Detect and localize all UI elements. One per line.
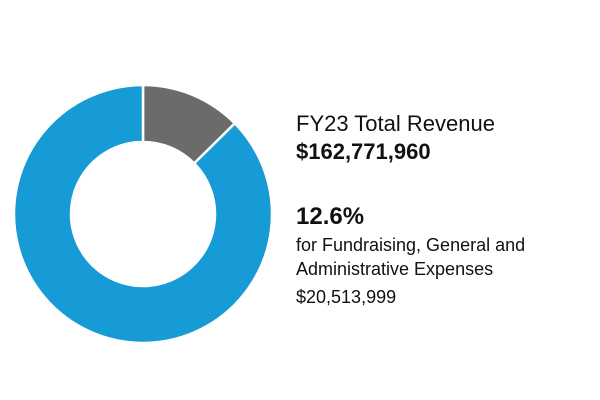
donut-chart [12,83,274,345]
revenue-value: $162,771,960 [296,139,431,164]
expense-percent: 12.6% [296,203,365,230]
expense-description-line2: Administrative Expenses [296,259,494,279]
revenue-title: FY23 Total Revenue [296,111,495,136]
expense-value: $20,513,999 [296,287,397,307]
expense-description-line1: for Fundraising, General and [296,235,526,255]
donut-slice-other [12,83,274,345]
